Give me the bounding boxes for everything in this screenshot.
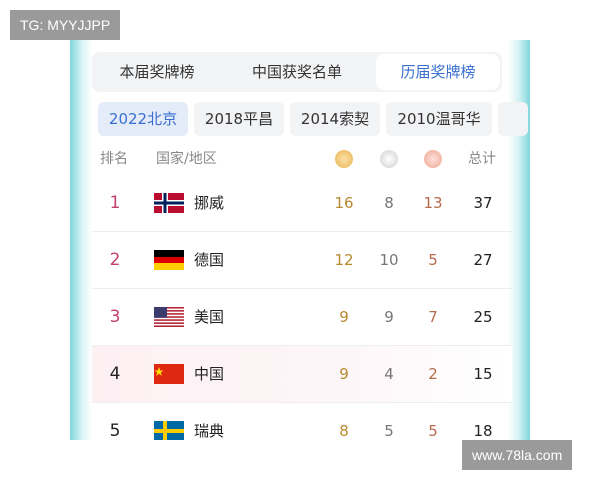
table-row: 4 中国 9 4 2 15 — [92, 346, 512, 403]
silver-icon — [380, 150, 398, 168]
year-tab-more[interactable] — [498, 102, 528, 136]
flag-icon — [154, 421, 184, 440]
country-name: 瑞典 — [194, 422, 225, 440]
bronze-count: 2 — [428, 365, 438, 383]
gold-count: 9 — [339, 365, 349, 383]
year-tab[interactable]: 2018平昌 — [194, 102, 284, 136]
gold-count: 8 — [339, 422, 349, 440]
medal-card: 本届奖牌榜 中国获奖名单 历届奖牌榜 2022北京 2018平昌 2014索契 … — [70, 40, 530, 440]
tab-selected[interactable]: 历届奖牌榜 — [376, 54, 500, 90]
gold-count: 9 — [339, 308, 349, 326]
year-tab-selected[interactable]: 2022北京 — [98, 102, 188, 136]
gold-count: 12 — [334, 251, 354, 269]
total-count: 37 — [473, 194, 493, 212]
flag-icon — [154, 364, 184, 384]
header-total: 总计 — [468, 151, 496, 167]
gold-icon — [335, 150, 353, 168]
rank: 4 — [109, 364, 121, 384]
rank: 2 — [109, 250, 121, 270]
bronze-icon — [424, 150, 442, 168]
flag — [154, 421, 184, 440]
bronze-count: 5 — [428, 422, 438, 440]
watermark: www.78la.com — [462, 440, 573, 470]
flag — [154, 307, 184, 327]
silver-count: 5 — [384, 422, 394, 440]
tab[interactable]: 本届奖牌榜 — [119, 63, 195, 81]
country-name: 美国 — [194, 308, 225, 326]
flag-icon — [154, 193, 184, 213]
table-row: 1 挪威 16 8 13 37 — [92, 175, 512, 232]
silver-count: 4 — [384, 365, 394, 383]
tab-bar: 本届奖牌榜 中国获奖名单 历届奖牌榜 — [92, 52, 502, 92]
table-row: 2 德国 12 10 5 27 — [92, 232, 512, 289]
total-count: 27 — [473, 251, 493, 269]
total-count: 18 — [473, 422, 493, 440]
tab[interactable]: 中国获奖名单 — [251, 63, 342, 81]
bronze-count: 5 — [428, 251, 438, 269]
header-country: 国家/地区 — [156, 151, 217, 167]
country-name: 德国 — [194, 251, 225, 269]
gold-count: 16 — [334, 194, 354, 212]
flag — [154, 193, 184, 213]
header-rank: 排名 — [100, 151, 128, 167]
rank: 3 — [109, 307, 121, 327]
total-count: 25 — [473, 308, 493, 326]
table-row: 3 美国 9 9 7 25 — [92, 289, 512, 346]
country-name: 中国 — [194, 365, 225, 383]
flag — [154, 250, 184, 270]
bronze-count: 7 — [428, 308, 438, 326]
bronze-count: 13 — [423, 194, 443, 212]
total-count: 15 — [473, 365, 493, 383]
country-name: 挪威 — [194, 194, 225, 212]
watermark: TG: MYYJJPP — [10, 10, 121, 40]
year-tab[interactable]: 2010温哥华 — [386, 102, 492, 136]
silver-count: 9 — [384, 308, 394, 326]
table-row: 5 瑞典 8 5 5 18 — [92, 403, 512, 440]
rank: 5 — [109, 421, 121, 440]
flag-icon — [154, 250, 184, 270]
rank: 1 — [109, 193, 121, 213]
silver-count: 8 — [384, 194, 394, 212]
year-tab[interactable]: 2014索契 — [290, 102, 380, 136]
silver-count: 10 — [379, 251, 399, 269]
flag-icon — [154, 307, 184, 327]
flag — [154, 364, 184, 384]
